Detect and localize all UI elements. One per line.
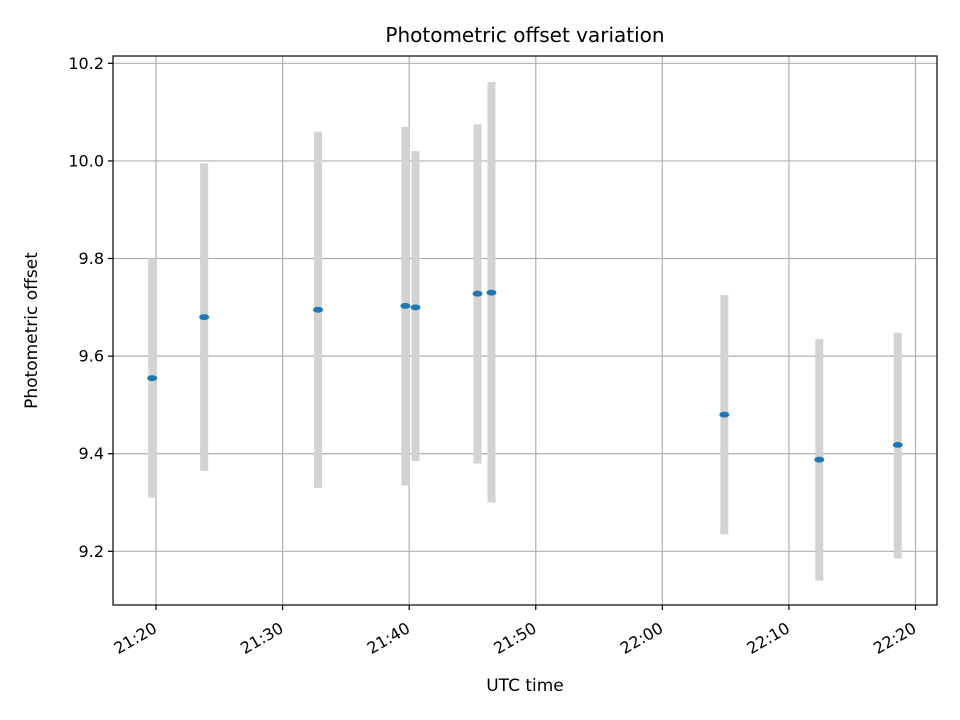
y-tick-label: 10.2 [68,54,104,73]
y-tick-label: 9.6 [79,347,104,366]
x-tick-label: 21:40 [364,618,413,658]
x-tick-label: 22:20 [870,618,919,658]
data-point [814,456,825,463]
y-tick-label: 9.4 [79,444,104,463]
grid [113,56,937,605]
y-tick-label: 10.0 [68,151,104,170]
data-point [313,306,324,313]
x-tick-label: 22:00 [617,618,666,658]
data-point [719,411,730,418]
data-point [410,304,421,311]
x-tick-label: 21:30 [237,618,286,658]
x-tick-label: 21:20 [111,618,160,658]
plot-frame [112,55,938,606]
data-point [486,289,497,296]
y-tick-label: 9.8 [79,249,104,268]
data-point [199,314,210,321]
y-axis-label: Photometric offset [22,252,42,409]
data-point [400,302,411,309]
chart-title: Photometric offset variation [385,23,664,47]
data-point [472,290,483,297]
data-point [147,375,158,382]
data-point [892,441,903,448]
y-tick-label: 9.2 [79,542,104,561]
x-tick-label: 22:10 [743,618,792,658]
data-points [147,289,903,463]
x-tick-label: 21:50 [490,618,539,658]
error-bars [148,81,902,581]
x-axis-label: UTC time [486,676,564,696]
